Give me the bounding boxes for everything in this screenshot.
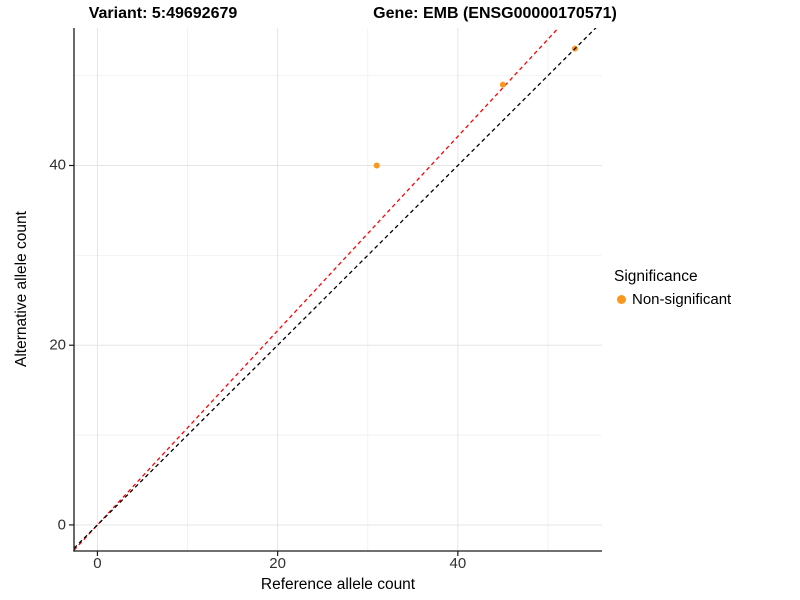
variant-title: Variant: 5:49692679 [88,5,238,22]
y-tick-label: 40 [49,156,66,174]
gene-title: Gene: EMB (ENSG00000170571) [373,5,617,22]
legend: Significance Non-significant [614,268,731,308]
legend-items: Non-significant [614,291,731,308]
legend-item-label: Non-significant [632,291,732,308]
legend-item: Non-significant [617,291,731,308]
legend-point-icon [617,295,626,304]
x-axis-title: Reference allele count [260,576,416,593]
x-tick-label: 40 [449,555,467,572]
legend-title: Significance [614,268,698,285]
data-point [373,162,380,169]
x-tick-label: 0 [93,555,102,572]
y-tick-label: 0 [57,516,66,534]
x-tick-label: 20 [269,555,286,572]
identity-line [74,28,597,549]
expected-ratio-line [74,28,560,551]
y-tick-label: 20 [49,336,66,354]
y-axis-title: Alternative allele count [13,211,30,367]
data-point [499,81,506,88]
